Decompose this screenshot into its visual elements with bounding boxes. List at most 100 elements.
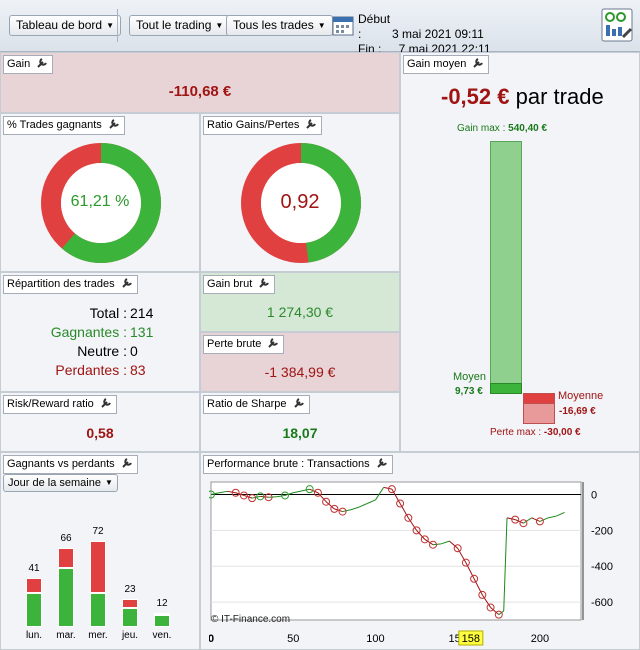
bar-day-label: ven. bbox=[152, 630, 172, 641]
y-tick-label: -200 bbox=[591, 525, 613, 537]
wrench-icon[interactable] bbox=[266, 336, 280, 350]
series-segment bbox=[407, 517, 417, 531]
series-segment bbox=[416, 530, 426, 540]
series-segment bbox=[531, 517, 541, 522]
gagnants-value: 131 bbox=[130, 324, 154, 340]
perte-moyenne-bar bbox=[523, 393, 555, 404]
trades-filter-dropdown[interactable]: Tous les trades ▼ bbox=[226, 15, 333, 36]
pct-gagnants-panel: % Trades gagnants 61,21 % bbox=[0, 113, 200, 272]
wrench-icon[interactable] bbox=[99, 396, 113, 410]
series-segment bbox=[539, 517, 549, 522]
wrench-icon[interactable] bbox=[292, 396, 306, 410]
x-tick-label: 100 bbox=[366, 633, 384, 645]
sharpe-title-box: Ratio de Sharpe bbox=[203, 395, 310, 414]
gain-max-value: 540,40 € bbox=[508, 123, 548, 134]
gain-value: -110,68 € bbox=[168, 83, 232, 100]
total-value: 214 bbox=[130, 305, 154, 321]
wrench-icon[interactable] bbox=[375, 456, 389, 470]
wrench-icon[interactable] bbox=[257, 276, 271, 290]
series-segment bbox=[342, 509, 351, 513]
gagnants-label: Gagnantes : bbox=[50, 324, 127, 340]
toolbar-separator bbox=[117, 9, 118, 42]
series-segment bbox=[325, 501, 335, 510]
series-segment bbox=[268, 496, 277, 498]
chevron-down-icon: ▼ bbox=[317, 21, 326, 30]
series-segment bbox=[276, 494, 286, 498]
dashboard-dropdown-label: Tableau de bord bbox=[16, 18, 103, 32]
dashboard-dropdown[interactable]: Tableau de bord ▼ bbox=[9, 15, 121, 36]
series-segment bbox=[301, 488, 310, 492]
series-segment bbox=[441, 540, 450, 545]
pct-gagnants-value: 61,21 % bbox=[70, 193, 130, 210]
avg-suffix: par trade bbox=[515, 84, 604, 109]
series-segment bbox=[309, 488, 319, 494]
data-point bbox=[248, 494, 257, 503]
bar-count: 66 bbox=[60, 532, 72, 544]
neutre-label: Neutre : bbox=[77, 343, 127, 359]
rr-panel: Risk/Reward ratio 0,58 bbox=[0, 392, 200, 452]
gain-moyen-title: Gain moyen bbox=[407, 58, 467, 70]
wrench-icon[interactable] bbox=[471, 56, 485, 70]
wrench-icon[interactable] bbox=[35, 56, 49, 70]
sharpe-panel: Ratio de Sharpe 18,07 bbox=[200, 392, 400, 452]
series-segment bbox=[457, 548, 467, 563]
data-point bbox=[256, 492, 265, 501]
start-value: 3 mai 2021 09:11 bbox=[392, 27, 484, 41]
pct-gagnants-title-box: % Trades gagnants bbox=[3, 116, 125, 135]
series-segment bbox=[449, 540, 458, 549]
series-segment bbox=[399, 503, 409, 519]
series-segment bbox=[367, 499, 376, 504]
bar-win-jeu bbox=[122, 607, 138, 627]
series-segment bbox=[243, 494, 253, 499]
avg-value: -0,52 € bbox=[441, 84, 510, 109]
bar-loss-mer bbox=[90, 540, 106, 594]
wrench-icon[interactable] bbox=[304, 117, 318, 131]
series-segment bbox=[556, 512, 565, 517]
ratio-gp-panel: Ratio Gains/Pertes 0,92 bbox=[200, 113, 400, 272]
x-tick-label: 200 bbox=[531, 633, 549, 645]
moyenne-label: Moyenne bbox=[558, 390, 604, 402]
data-point bbox=[519, 519, 528, 528]
data-point bbox=[478, 590, 487, 599]
data-point bbox=[209, 490, 215, 499]
rr-title: Risk/Reward ratio bbox=[7, 398, 94, 410]
calendar-icon[interactable] bbox=[332, 14, 354, 36]
wrench-icon[interactable] bbox=[120, 276, 134, 290]
rr-title-box: Risk/Reward ratio bbox=[3, 395, 117, 414]
repartition-panel: Répartition des trades Total : 214 Gagna… bbox=[0, 272, 200, 392]
bar-day-label: jeu. bbox=[121, 630, 139, 641]
x-tick-label: 0 bbox=[209, 633, 214, 645]
data-point bbox=[412, 526, 421, 535]
settings-icon[interactable] bbox=[601, 8, 633, 42]
series-segment bbox=[260, 495, 269, 498]
perte-max-text: Perte max : -30,00 € bbox=[490, 427, 581, 438]
highlight-box bbox=[458, 630, 484, 646]
trading-filter-dropdown[interactable]: Tout le trading ▼ bbox=[129, 15, 231, 36]
highlight-label: 158 bbox=[462, 633, 480, 645]
gain-max-bar bbox=[490, 141, 522, 394]
series-segment bbox=[252, 495, 261, 499]
series-segment bbox=[523, 517, 532, 524]
y-tick-label: -600 bbox=[591, 597, 613, 609]
neutre-value: 0 bbox=[130, 343, 138, 359]
wrench-icon[interactable] bbox=[107, 117, 121, 131]
data-point bbox=[535, 517, 544, 526]
data-point bbox=[461, 558, 470, 567]
data-point bbox=[239, 491, 248, 500]
perdantes-value: 83 bbox=[130, 362, 146, 378]
date-range: Début :3 mai 2021 09:11 Fin : 7 mai 2021… bbox=[358, 12, 491, 57]
ratio-gp-title: Ratio Gains/Pertes bbox=[207, 119, 300, 131]
chevron-down-icon: ▼ bbox=[104, 478, 113, 487]
perf-panel: Performance brute : Transactions 0 -200 -4… bbox=[200, 452, 640, 650]
series-segment bbox=[506, 517, 516, 521]
start-label: Début : bbox=[358, 12, 391, 41]
bar-count: 72 bbox=[92, 525, 104, 537]
bar-count: 23 bbox=[124, 584, 136, 596]
gvp-selector[interactable]: Jour de la semaine ▼ bbox=[3, 474, 118, 492]
series-segment bbox=[334, 508, 343, 513]
wrench-icon[interactable] bbox=[120, 456, 134, 470]
trades-filter-label: Tous les trades bbox=[233, 18, 314, 32]
gain-max-text: Gain max : 540,40 € bbox=[457, 123, 547, 134]
perte-brute-value: -1 384,99 € bbox=[264, 364, 336, 380]
